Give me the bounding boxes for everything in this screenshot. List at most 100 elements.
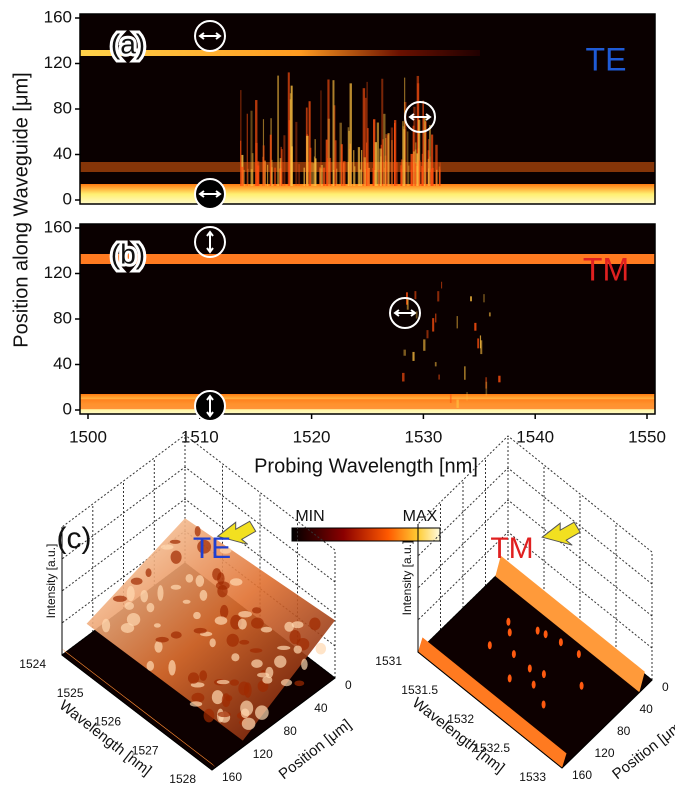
surface-peak [168, 660, 176, 676]
heatmap-streak [306, 135, 309, 186]
heatmap-streak [376, 122, 379, 186]
x-tick-label: 1524 [19, 657, 46, 671]
heatmap-streak [483, 294, 485, 303]
surface-peak [185, 573, 194, 583]
x-axis-label: Probing Wavelength [nm] [254, 455, 478, 477]
wall-grid [417, 435, 653, 553]
y-tick-label: 80 [53, 98, 72, 117]
surface-peak [315, 642, 327, 655]
heatmap-streak [334, 140, 337, 186]
heatmap-streak [312, 163, 315, 186]
heatmap-band [80, 254, 655, 264]
heatmap-streak [417, 119, 421, 186]
surface-peak [203, 708, 215, 723]
heatmap-streak [262, 119, 265, 186]
surface-peak [239, 639, 250, 645]
heatmap-streak [466, 391, 468, 401]
heatmap-streak [247, 168, 249, 186]
surface-peak [199, 670, 208, 681]
heatmap-streak [385, 138, 387, 186]
polarization-icon [389, 297, 421, 329]
heatmap-streak [412, 351, 415, 361]
heatmap-streak [378, 169, 380, 186]
heatmap-streak [366, 142, 368, 186]
heatmap-streak [279, 158, 282, 186]
surface-peak [169, 539, 181, 544]
heatmap-streak [426, 330, 429, 339]
surface-peak [215, 581, 230, 590]
heatmap-streak [381, 78, 384, 186]
heatmap-streak [485, 377, 488, 389]
heatmap-streak [480, 340, 483, 355]
surface-peak [219, 547, 232, 554]
panel-label: (b) [111, 238, 145, 269]
heatmap-streak [256, 165, 260, 186]
heatmap-streak [271, 159, 273, 186]
polarization-arrow [206, 394, 214, 418]
surface-peak [130, 577, 143, 585]
heatmap-streak [289, 99, 292, 186]
y-tick-label: 40 [53, 354, 72, 373]
surface-peak [187, 672, 200, 684]
x-tick-label: 1540 [516, 427, 554, 446]
heatmap-streak [394, 120, 397, 186]
y-tick-label: 0 [662, 680, 669, 694]
heatmap-streak [290, 85, 293, 186]
surface-peak [157, 585, 164, 601]
x-tick-label: 1550 [628, 427, 666, 446]
y-tick-label: 160 [44, 7, 72, 26]
heatmap-streak [332, 80, 335, 186]
heatmap-streak [267, 164, 269, 186]
surface-peak [226, 633, 239, 647]
heatmap-streak [383, 113, 386, 186]
heatmap-streak [262, 145, 265, 186]
surface-peak [262, 676, 273, 684]
heatmap-streak [430, 169, 433, 186]
x-tick-label: 1500 [69, 427, 107, 446]
heatmap-streak [498, 375, 501, 383]
heatmap-streak [470, 296, 472, 302]
polarization-icon [194, 20, 226, 52]
surface-peak [531, 680, 536, 689]
heatmap-streak [410, 169, 412, 186]
heatmap-streak [382, 139, 384, 186]
heatmap-streak [436, 169, 438, 186]
surface-peak [280, 679, 293, 687]
surface-peak [301, 658, 308, 671]
surface-ridge [418, 637, 567, 768]
y-tick-label: 40 [314, 701, 328, 715]
heatmap-streak [416, 153, 419, 186]
heatmap-streak [413, 106, 416, 186]
surface-peak [170, 550, 182, 564]
y-tick-label: 120 [253, 747, 273, 761]
heatmap-streak [406, 131, 409, 186]
z-axis-label: Intensity [a.u.] [400, 541, 414, 616]
heatmap-streak [277, 75, 280, 186]
heatmap-streak [403, 349, 406, 356]
y-tick-label: 40 [53, 144, 72, 163]
surface-peak [126, 612, 141, 626]
heatmap-streak [264, 160, 266, 186]
heatmap-streak [274, 167, 277, 186]
heatmap-streak [413, 151, 415, 186]
heatmap-streak [438, 169, 441, 186]
heatmap-streak [428, 168, 430, 186]
heatmap-streak [354, 166, 356, 186]
surface-peak [155, 636, 169, 643]
surface-peak [211, 690, 224, 705]
x-tick-label: 1528 [169, 772, 196, 786]
surface-peak [219, 604, 229, 619]
y-tick-label: 120 [44, 53, 72, 72]
heatmap-streak [474, 322, 477, 331]
heatmap-streak [280, 169, 283, 186]
heatmap-streak [269, 134, 272, 186]
surface-peak [252, 607, 262, 614]
heatmap-streak [437, 291, 440, 302]
x-tick-label: 1530 [404, 427, 442, 446]
heatmap-streak [313, 156, 315, 186]
axis-frame [61, 527, 336, 771]
heatmap-streak [479, 335, 482, 349]
heatmap-streak [485, 381, 488, 396]
colorbar-min: MIN [295, 508, 324, 525]
heatmap-streak [383, 167, 387, 186]
